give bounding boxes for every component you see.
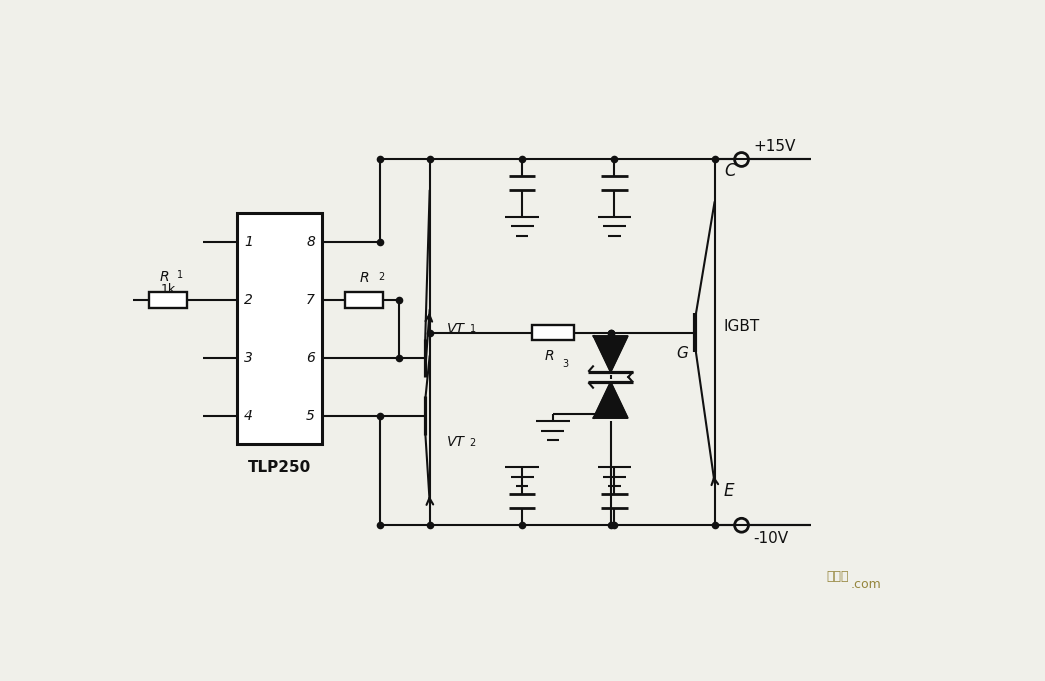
Text: R: R [160, 270, 169, 284]
Text: 7: 7 [306, 293, 315, 307]
Text: G: G [676, 346, 689, 361]
Text: VT: VT [446, 435, 465, 449]
Text: R: R [544, 349, 554, 363]
Bar [237, 213, 322, 445]
Text: E: E [724, 481, 735, 500]
Bar [148, 292, 187, 308]
Text: C: C [724, 162, 736, 180]
Text: 8: 8 [306, 235, 315, 249]
Bar [532, 325, 574, 340]
Text: 1: 1 [469, 324, 475, 334]
Text: 2: 2 [245, 293, 253, 307]
Text: .com: .com [851, 578, 882, 591]
Text: TLP250: TLP250 [248, 460, 311, 475]
Text: 1: 1 [178, 270, 183, 280]
Text: 3: 3 [245, 351, 253, 365]
Text: 2: 2 [469, 438, 475, 448]
Polygon shape [594, 382, 628, 418]
Text: +15V: +15V [753, 139, 795, 154]
Bar [345, 292, 384, 308]
Text: R: R [359, 272, 369, 285]
Text: IGBT: IGBT [724, 319, 760, 334]
Text: 1: 1 [245, 235, 253, 249]
Text: 5: 5 [306, 409, 315, 422]
Text: 6: 6 [306, 351, 315, 365]
Text: 接线图: 接线图 [827, 570, 849, 584]
Text: 3: 3 [562, 359, 568, 369]
Text: VT: VT [446, 321, 465, 336]
Text: 1k: 1k [160, 283, 176, 296]
Text: -10V: -10V [753, 530, 788, 545]
Text: 4: 4 [245, 409, 253, 422]
Polygon shape [594, 336, 628, 372]
Text: 2: 2 [378, 272, 385, 281]
